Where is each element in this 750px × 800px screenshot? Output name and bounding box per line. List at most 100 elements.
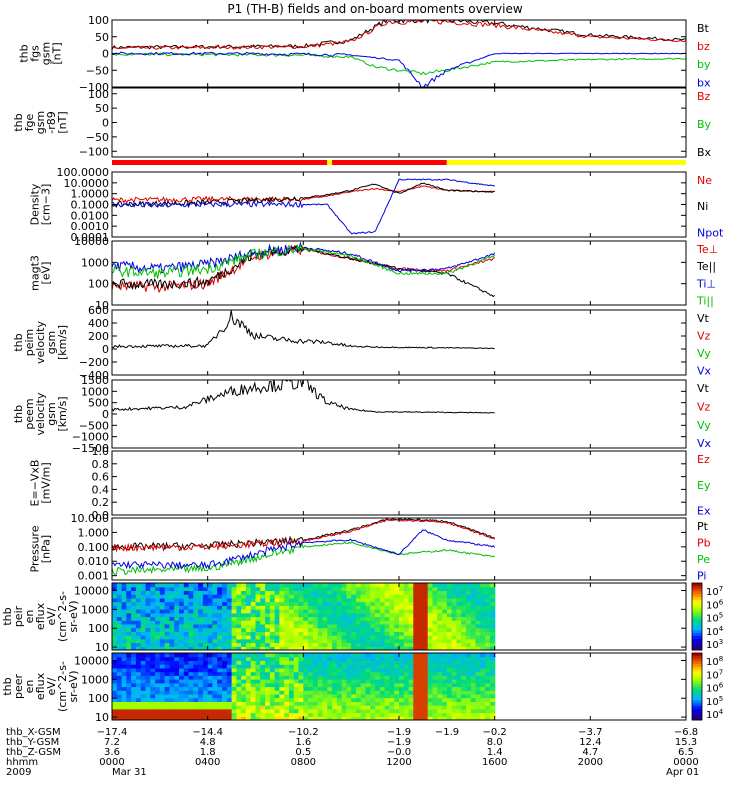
spectrogram-cell: [207, 612, 214, 618]
spectrogram-cell: [351, 653, 357, 658]
spectrogram-cell: [159, 646, 166, 650]
spectrogram-cell: [250, 660, 257, 665]
spectrogram-cell: [312, 667, 319, 673]
spectrogram-cell: [289, 590, 295, 595]
spectrogram-cell: [308, 605, 314, 610]
y-tick-label: 0.001: [78, 570, 110, 583]
spectrogram-cell: [480, 653, 486, 658]
spectrogram-cell: [375, 712, 381, 717]
spectrogram-cell: [375, 605, 381, 610]
spectrogram-cell: [399, 594, 405, 599]
spectrogram-cell: [355, 635, 362, 640]
spectrogram-cell: [298, 605, 304, 610]
spectrogram-cell: [217, 701, 223, 706]
spectrogram-cell: [470, 667, 477, 673]
spectrogram-cell: [437, 671, 443, 676]
spectrogram-cell: [293, 631, 300, 636]
spectrogram-cell: [212, 671, 218, 676]
spectrogram-cell: [226, 623, 233, 629]
spectrogram-cell: [427, 616, 434, 621]
spectrogram-cell: [265, 616, 271, 621]
spectrogram-cell: [370, 705, 376, 710]
spectrogram-cell: [341, 690, 347, 695]
spectrogram-cell: [269, 664, 276, 669]
spectrogram-cell: [222, 594, 228, 599]
spectrogram-cell: [231, 690, 237, 695]
spectrogram-cell: [370, 627, 376, 632]
spectrogram-cell: [446, 701, 453, 706]
spectrogram-cell: [317, 682, 324, 688]
spectrogram-cell: [217, 609, 223, 614]
spectrogram-cell: [312, 712, 319, 717]
ephemeris-value: 1200: [386, 757, 411, 768]
spectrogram-cell: [116, 590, 123, 595]
spectrogram-cell: [475, 708, 481, 714]
spectrogram-cell: [217, 646, 223, 650]
spectrogram-cell: [241, 671, 247, 676]
spectrogram-cell: [207, 712, 214, 717]
y-axis-label: Density[cm−3]: [29, 183, 53, 225]
spectrogram-cell: [384, 616, 390, 621]
spectrogram-cell: [135, 631, 142, 636]
spectrogram-cell: [422, 682, 429, 688]
spectrogram-cell: [250, 682, 257, 688]
colorbar-step: [692, 680, 702, 685]
spectrogram-cell: [260, 705, 266, 710]
spectrogram-cell: [217, 627, 223, 632]
spectrogram-cell: [303, 583, 309, 588]
spectrogram-cell: [155, 623, 161, 629]
spectrogram-cell: [245, 693, 252, 699]
spectrogram-cell: [437, 679, 443, 684]
spectrogram-cell: [245, 667, 252, 673]
spectrogram-cell: [389, 583, 395, 588]
spectrogram-cell: [222, 697, 228, 702]
spectrogram-cell: [145, 642, 151, 647]
spectrogram-cell: [226, 656, 233, 661]
spectrogram-cell: [451, 667, 457, 673]
y-tick-label: 0.4: [92, 483, 110, 496]
spectrogram-cell: [164, 605, 170, 610]
spectrogram-cell: [260, 635, 266, 640]
spectrogram-cell: [346, 638, 352, 644]
spectrogram-cell: [174, 601, 180, 606]
spectrogram-cell: [231, 660, 237, 665]
spectrogram-cell: [303, 616, 309, 621]
spectrogram-cell: [269, 612, 276, 618]
spectrogram-cell: [489, 708, 496, 714]
spectrogram-cell: [121, 620, 127, 625]
spectrogram-cell: [413, 638, 419, 644]
spectrogram-cell: [298, 627, 304, 632]
spectrogram-cell: [432, 671, 438, 676]
spectrogram-cell: [327, 701, 333, 706]
spectrogram-cell: [442, 697, 448, 702]
spectrogram-cell: [413, 675, 419, 680]
spectrogram-cell: [403, 656, 410, 661]
spectrogram-cell: [384, 705, 390, 710]
spectrogram-cell: [437, 708, 443, 714]
spectrogram-cell: [355, 586, 362, 591]
spectrogram-cell: [442, 660, 448, 665]
y-tick-label: 100.0000: [57, 166, 110, 179]
spectrogram-cell: [389, 642, 395, 647]
spectrogram-cell: [145, 712, 151, 717]
spectrogram-cell: [375, 601, 381, 606]
spectrogram-cell: [322, 590, 328, 595]
spectrogram-cell: [279, 631, 285, 636]
spectrogram-cell: [470, 601, 477, 606]
spectrogram-cell: [351, 583, 357, 588]
spectrogram-cell: [183, 635, 190, 640]
spectrogram-cell: [121, 690, 127, 695]
legend-Npot: Npot: [697, 226, 724, 239]
spectrogram-cell: [355, 653, 362, 658]
spectrogram-cell: [121, 609, 127, 614]
spectrogram-cell: [466, 667, 472, 673]
spectrogram-cell: [188, 697, 194, 702]
spectrogram-cell: [222, 690, 228, 695]
spectrogram-cell: [274, 623, 280, 629]
spectrogram-cell: [241, 631, 247, 636]
spectrogram-cell: [341, 693, 347, 699]
spectrogram-cell: [461, 660, 467, 665]
spectrogram-cell: [489, 679, 496, 684]
spectrogram-cell: [159, 616, 166, 621]
spectrogram-cell: [432, 631, 438, 636]
